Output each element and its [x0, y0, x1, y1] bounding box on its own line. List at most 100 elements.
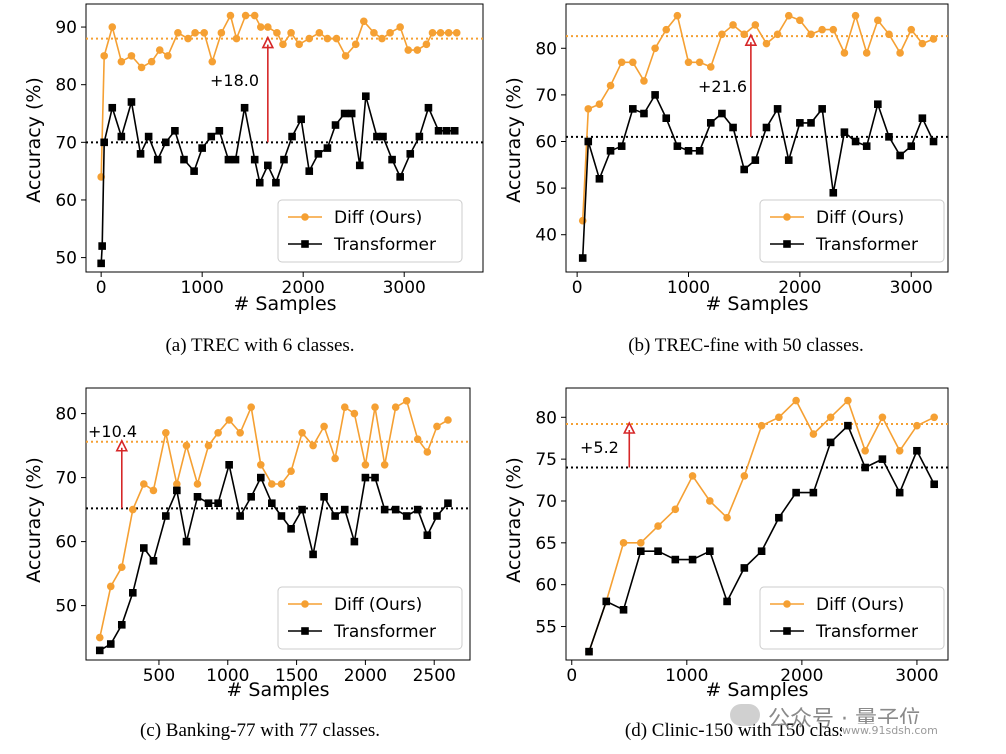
diff-point — [844, 396, 852, 405]
legend-label: Diff (Ours) — [816, 595, 904, 615]
x-tick-label: 1000 — [665, 666, 708, 686]
transformer-point — [347, 109, 356, 118]
diff-point — [200, 29, 208, 37]
x-tick-label: 1500 — [275, 666, 318, 686]
transformer-point — [100, 138, 108, 147]
diff-point — [671, 505, 680, 514]
diff-point — [174, 29, 182, 37]
diff-point — [896, 49, 904, 57]
diff-point — [757, 421, 766, 430]
legend-label: Diff (Ours) — [334, 595, 422, 615]
transformer-point — [362, 92, 370, 101]
diff-point — [332, 34, 341, 43]
legend-label: Transformer — [815, 235, 918, 255]
y-tick-label: 60 — [535, 132, 557, 152]
transformer-point — [298, 505, 306, 514]
y-tick-label: 60 — [535, 576, 557, 596]
legend-label: Transformer — [333, 622, 436, 642]
diff-point — [287, 467, 295, 476]
transformer-point — [629, 105, 637, 113]
transformer-point — [706, 119, 715, 127]
improvement-label: +18.0 — [210, 71, 259, 90]
transformer-point — [231, 155, 240, 164]
transformer-point — [287, 525, 295, 533]
legend-marker-transformer — [783, 240, 791, 248]
diff-point — [913, 421, 921, 430]
transformer-point — [423, 531, 432, 539]
transformer-point — [355, 161, 364, 170]
diff-point — [350, 409, 359, 418]
transformer-point — [106, 640, 115, 648]
diff-point — [706, 497, 714, 505]
diff-point — [264, 23, 272, 31]
transformer-point — [578, 254, 587, 262]
diff-point — [117, 57, 126, 66]
transformer-point — [144, 132, 153, 141]
x-tick-label: 1000 — [181, 278, 224, 298]
transformer-point — [207, 132, 216, 141]
transformer-point — [913, 446, 921, 455]
diff-point — [895, 446, 904, 455]
x-axis-label: # Samples — [226, 679, 329, 701]
transformer-point — [388, 155, 396, 164]
diff-point — [402, 397, 411, 405]
diff-point — [147, 57, 156, 66]
diff-point — [617, 58, 626, 67]
diff-point — [380, 461, 389, 469]
transformer-point — [153, 155, 162, 164]
transformer-point — [402, 512, 411, 520]
y-tick-label: 80 — [535, 39, 557, 59]
diff-point — [818, 25, 826, 34]
diff-point — [225, 416, 233, 424]
transformer-point — [268, 499, 276, 507]
diff-point — [100, 52, 108, 60]
diff-point — [826, 413, 835, 422]
x-tick-label: 1000 — [206, 666, 249, 686]
transformer-point — [684, 147, 693, 155]
diff-point — [323, 34, 332, 43]
diff-point — [341, 52, 350, 60]
x-tick-label: 1000 — [667, 278, 710, 298]
transformer-point — [250, 155, 259, 164]
diff-series-line — [581, 12, 934, 221]
transformer-point — [140, 544, 148, 552]
legend-marker-transformer — [301, 240, 309, 248]
transformer-point — [162, 138, 170, 147]
x-tick-label: 2000 — [344, 666, 387, 686]
transformer-point — [718, 109, 726, 118]
diff-point — [241, 11, 250, 20]
transformer-point — [918, 114, 927, 122]
x-tick-label: 500 — [143, 666, 175, 686]
x-axis-label: # Samples — [705, 293, 808, 315]
diff-point — [792, 396, 800, 405]
diff-point — [629, 58, 637, 67]
transformer-point — [895, 488, 904, 497]
diff-point — [662, 25, 671, 34]
y-tick-label: 70 — [55, 133, 77, 153]
transformer-point — [149, 557, 158, 565]
transformer-point — [127, 98, 136, 106]
transformer-point — [654, 547, 662, 555]
wechat-icon — [730, 704, 760, 726]
transformer-point — [117, 621, 126, 629]
diff-point — [277, 480, 286, 488]
transformer-point — [740, 165, 748, 174]
diff-point — [862, 49, 871, 57]
transformer-point — [331, 121, 340, 129]
diff-point — [775, 413, 783, 422]
legend-label: Diff (Ours) — [816, 208, 904, 228]
transformer-point — [280, 155, 288, 164]
diff-point — [193, 480, 202, 488]
transformer-point — [775, 513, 783, 522]
transformer-point — [840, 128, 849, 136]
transformer-point — [182, 537, 191, 546]
diff-point — [208, 57, 217, 66]
transformer-point — [297, 115, 305, 124]
transformer-point — [305, 167, 314, 175]
diff-point — [907, 25, 916, 34]
transformer-point — [723, 597, 731, 606]
improvement-arrow-head — [261, 35, 275, 49]
transformer-series-line — [100, 95, 455, 264]
y-tick-label: 70 — [535, 492, 557, 512]
diff-point — [204, 441, 213, 450]
